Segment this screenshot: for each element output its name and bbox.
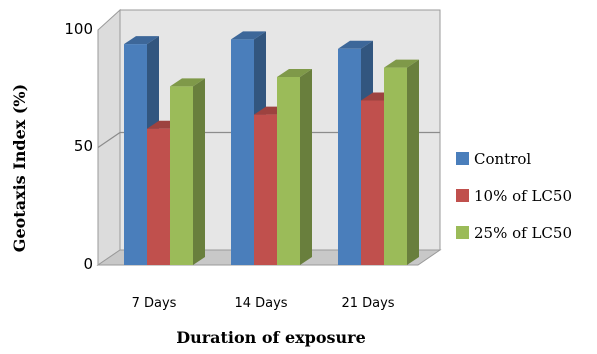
legend-label-control: Control bbox=[474, 150, 531, 168]
gridlines bbox=[97, 131, 440, 148]
y-tick-label: 50 bbox=[74, 137, 93, 155]
x-axis-ticks: 7 Days 14 Days 21 Days bbox=[132, 296, 395, 311]
x-tick-label: 7 Days bbox=[132, 296, 177, 311]
bar bbox=[384, 59, 419, 265]
legend-swatch-control bbox=[456, 152, 469, 165]
gridline bbox=[97, 131, 440, 148]
bars bbox=[124, 31, 419, 266]
y-tick-label: 0 bbox=[83, 255, 93, 273]
x-tick-label: 14 Days bbox=[234, 296, 287, 311]
legend: Control 10% of LC50 25% of LC50 bbox=[456, 150, 572, 242]
legend-label-25pct: 25% of LC50 bbox=[474, 224, 572, 242]
legend-swatch-25pct bbox=[456, 226, 469, 239]
bar bbox=[277, 69, 312, 265]
y-tick-label: 100 bbox=[64, 20, 93, 38]
y-axis-ticks: 0 50 100 bbox=[64, 20, 93, 273]
x-axis-title: Duration of exposure bbox=[176, 328, 366, 347]
y-axis-title: Geotaxis Index (%) bbox=[10, 84, 29, 252]
legend-label-10pct: 10% of LC50 bbox=[474, 187, 572, 205]
legend-item-10pct: 10% of LC50 bbox=[456, 187, 572, 205]
legend-item-control: Control bbox=[456, 150, 531, 168]
legend-item-25pct: 25% of LC50 bbox=[456, 224, 572, 242]
x-tick-label: 21 Days bbox=[341, 296, 394, 311]
legend-swatch-10pct bbox=[456, 189, 469, 202]
side-wall bbox=[97, 8, 121, 266]
bar bbox=[170, 78, 205, 266]
